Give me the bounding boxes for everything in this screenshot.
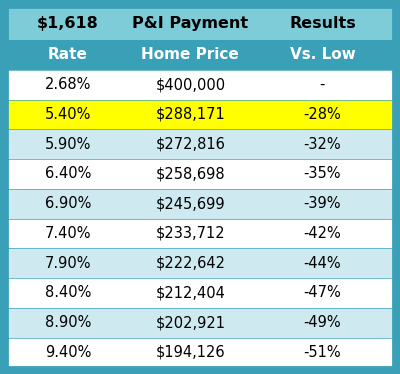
- Bar: [7, 278, 393, 308]
- Bar: [7, 40, 393, 70]
- Text: $400,000: $400,000: [155, 77, 226, 92]
- Text: Home Price: Home Price: [142, 47, 239, 62]
- Text: -28%: -28%: [304, 107, 341, 122]
- Text: -39%: -39%: [304, 196, 341, 211]
- Text: -: -: [320, 77, 325, 92]
- Text: $202,921: $202,921: [155, 315, 225, 330]
- Text: 5.40%: 5.40%: [45, 107, 91, 122]
- Text: $258,698: $258,698: [156, 166, 225, 181]
- Text: 5.90%: 5.90%: [45, 137, 91, 152]
- Text: $272,816: $272,816: [156, 137, 225, 152]
- Text: Rate: Rate: [48, 47, 88, 62]
- Text: Vs. Low: Vs. Low: [290, 47, 355, 62]
- Text: -35%: -35%: [304, 166, 341, 181]
- Text: $245,699: $245,699: [156, 196, 225, 211]
- Bar: [7, 308, 393, 337]
- Bar: [7, 337, 393, 367]
- Text: -44%: -44%: [304, 256, 341, 271]
- Text: $1,618: $1,618: [37, 16, 99, 31]
- Text: -47%: -47%: [304, 285, 341, 300]
- Text: 7.40%: 7.40%: [45, 226, 91, 241]
- Text: -32%: -32%: [304, 137, 341, 152]
- Text: $194,126: $194,126: [156, 345, 225, 360]
- Text: 8.90%: 8.90%: [45, 315, 91, 330]
- Bar: [7, 159, 393, 189]
- Text: 8.40%: 8.40%: [45, 285, 91, 300]
- Text: 6.40%: 6.40%: [45, 166, 91, 181]
- Bar: [7, 7, 393, 40]
- Bar: [7, 189, 393, 218]
- Text: $288,171: $288,171: [156, 107, 225, 122]
- Text: P&I Payment: P&I Payment: [132, 16, 248, 31]
- Text: 2.68%: 2.68%: [45, 77, 91, 92]
- Bar: [7, 129, 393, 159]
- Bar: [7, 218, 393, 248]
- Bar: [7, 99, 393, 129]
- Text: -42%: -42%: [304, 226, 341, 241]
- Text: -51%: -51%: [304, 345, 341, 360]
- Text: $233,712: $233,712: [156, 226, 225, 241]
- Text: $212,404: $212,404: [156, 285, 225, 300]
- Text: $222,642: $222,642: [155, 256, 225, 271]
- Text: -49%: -49%: [304, 315, 341, 330]
- Text: 9.40%: 9.40%: [45, 345, 91, 360]
- Bar: [7, 248, 393, 278]
- Text: Results: Results: [289, 16, 356, 31]
- Text: 6.90%: 6.90%: [45, 196, 91, 211]
- Bar: [7, 70, 393, 99]
- Text: 7.90%: 7.90%: [45, 256, 91, 271]
